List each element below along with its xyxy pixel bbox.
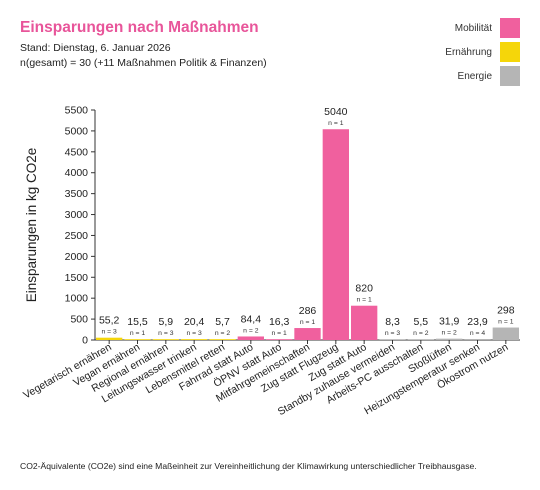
- n-label: n = 2: [243, 327, 259, 334]
- value-label: 20,4: [184, 316, 205, 328]
- bar: [209, 339, 236, 340]
- chart-title: Einsparungen nach Maßnahmen: [20, 19, 259, 36]
- n-label: n = 3: [158, 330, 174, 337]
- bar: [181, 339, 208, 340]
- y-tick-label: 1000: [65, 293, 89, 305]
- value-label: 820: [355, 283, 373, 295]
- n-label: n = 2: [413, 330, 429, 337]
- n-label: n = 3: [102, 329, 118, 336]
- legend-swatch: [500, 18, 520, 38]
- n-label: n = 3: [385, 330, 401, 337]
- bar: [464, 339, 491, 340]
- bar: [96, 337, 123, 340]
- bar: [407, 339, 434, 340]
- y-tick-label: 3000: [65, 209, 89, 221]
- y-tick-label: 2000: [65, 251, 89, 263]
- n-label: n = 1: [300, 319, 316, 326]
- bar: [152, 339, 179, 340]
- legend-item-ernaehrung: Ernährung: [445, 42, 520, 62]
- subtitle-date: Stand: Dienstag, 6. Januar 2026: [20, 42, 171, 54]
- bar: [294, 328, 321, 340]
- bar: [124, 339, 151, 340]
- bar: [379, 339, 406, 340]
- legend-item-mobilitaet: Mobilität: [445, 18, 520, 38]
- legend-item-energie: Energie: [445, 66, 520, 86]
- n-label: n = 1: [498, 319, 514, 326]
- legend-label: Mobilität: [454, 22, 492, 34]
- bar: [436, 338, 463, 340]
- y-tick-label: 4000: [65, 167, 89, 179]
- bar: [266, 339, 293, 340]
- n-label: n = 3: [187, 330, 203, 337]
- value-label: 5040: [324, 106, 348, 118]
- n-label: n = 2: [442, 330, 458, 337]
- chart-axes: 0 500 1000 1500 2000 2500 3000 3500 4000 4500 5000…: [24, 105, 520, 347]
- y-tick-label: 500: [70, 314, 88, 326]
- n-label: n = 4: [470, 330, 486, 337]
- value-label: 5,9: [159, 316, 174, 328]
- value-label: 55,2: [99, 315, 120, 327]
- legend-label: Ernährung: [445, 46, 492, 58]
- y-tick-label: 1500: [65, 272, 89, 284]
- y-tick-label: 2500: [65, 230, 89, 242]
- chart-bars: [96, 129, 519, 340]
- n-label: n = 2: [215, 330, 231, 337]
- bar: [351, 305, 378, 340]
- value-label: 5,5: [414, 316, 429, 328]
- footnote: CO2-Äquivalente (CO2e) sind eine Maßeinh…: [20, 461, 477, 471]
- value-label: 16,3: [269, 316, 290, 328]
- value-label: 84,4: [241, 313, 262, 325]
- y-tick-label: 4500: [65, 146, 89, 158]
- legend-swatch: [500, 42, 520, 62]
- value-label: 286: [299, 305, 317, 317]
- y-axis-title: Einsparungen in kg CO2e: [24, 148, 39, 303]
- value-label: 31,9: [439, 316, 460, 328]
- y-tick-label: 3500: [65, 188, 89, 200]
- y-tick-label: 0: [82, 335, 88, 347]
- legend-swatch: [500, 66, 520, 86]
- bar: [322, 129, 349, 340]
- legend: Mobilität Ernährung Energie: [445, 18, 520, 90]
- y-tick-label: 5000: [65, 125, 89, 137]
- value-label: 298: [497, 305, 515, 317]
- value-label: 15,5: [127, 316, 148, 328]
- bar: [237, 336, 264, 340]
- value-label: 5,7: [215, 316, 230, 328]
- value-label: 23,9: [467, 316, 488, 328]
- legend-label: Energie: [457, 70, 492, 82]
- n-label: n = 1: [328, 120, 344, 127]
- subtitle-count: n(gesamt) = 30 (+11 Maßnahmen Politik & …: [20, 57, 267, 69]
- y-tick-label: 5500: [65, 105, 89, 117]
- n-label: n = 1: [130, 330, 146, 337]
- n-label: n = 1: [357, 297, 373, 304]
- bar: [492, 327, 519, 340]
- n-label: n = 1: [272, 330, 288, 337]
- value-label: 8,3: [385, 316, 400, 328]
